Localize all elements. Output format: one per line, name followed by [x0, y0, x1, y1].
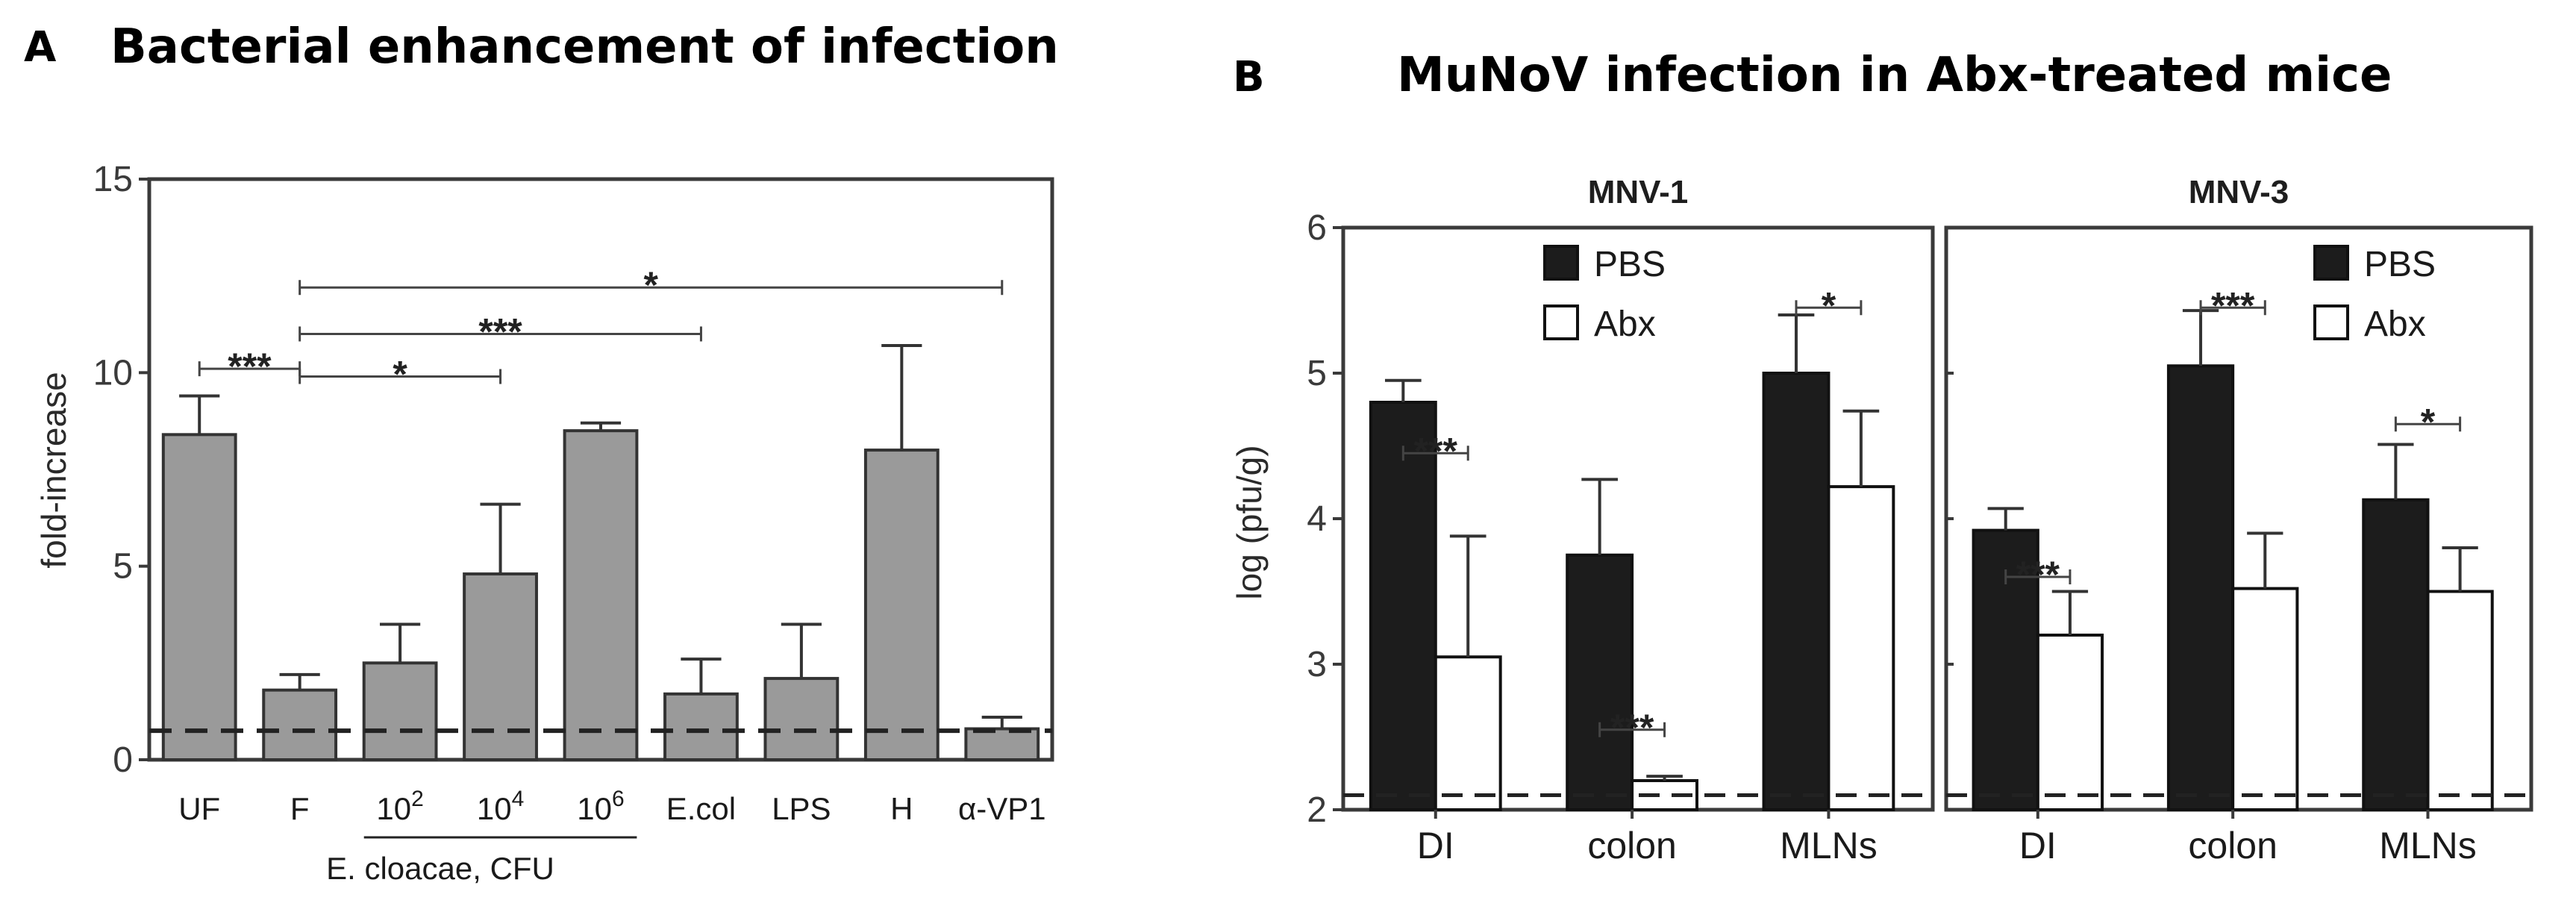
panel-b-sub-1-title: MNV-1 — [1588, 174, 1688, 210]
panel-b-sub-2-x-tick-label: colon — [2188, 825, 2278, 866]
panel-b-letter: B — [1233, 53, 1265, 101]
panel-a-title: Bacterial enhancement of infection — [110, 19, 1059, 75]
panel-a-y-axis-label: fold-increase — [34, 372, 73, 568]
panel-b-sub-2-significance-label: *** — [2211, 284, 2255, 326]
panel-a-x-tick-label: 106 — [577, 787, 624, 826]
panel-a-significance-label: * — [643, 264, 658, 306]
panel-b-sub-2-significance-label: *** — [2016, 554, 2060, 596]
panel-a-y-tick-label: 15 — [93, 160, 133, 199]
panel-a-y-tick-label: 5 — [113, 547, 133, 587]
panel-a-significance-label: *** — [478, 310, 522, 352]
panel-b-sub-2-legend-swatch-pbs — [2313, 245, 2349, 281]
panel-a-bar — [763, 677, 840, 762]
panel-a-bar — [161, 433, 237, 761]
panel-b-sub-1-bar-abx — [1434, 655, 1502, 811]
panel-b-sub-2-x-tick-label: DI — [2019, 825, 2057, 866]
panel-b-sub-2-legend-label-abx: Abx — [2364, 304, 2426, 344]
panel-a-x-tick-label: 102 — [376, 787, 423, 826]
panel-a-significance-label: * — [393, 354, 407, 396]
panel-b-title: MuNoV infection in Abx-treated mice — [1397, 48, 2392, 103]
panel-b-y-tick-label: 5 — [1307, 354, 1327, 393]
panel-b-sub-1-x-tick-label: DI — [1417, 825, 1454, 866]
panel-b-sub-1-legend-label-abx: Abx — [1594, 304, 1656, 344]
panel-a-x-tick-label: E.col — [666, 791, 736, 826]
panel-b-sub-2-bar-pbs — [2362, 498, 2430, 812]
panel-b-sub-1-bar-abx — [1827, 485, 1895, 811]
panel-b-sub-1-significance-label: *** — [1610, 707, 1654, 749]
panel-a-significance-label: *** — [228, 346, 272, 387]
panel-b-sub-1-significance-label: * — [1822, 284, 1836, 326]
panel-a: A Bacterial enhancement of infection fol… — [24, 19, 1059, 886]
panel-b-sub-2-title: MNV-3 — [2189, 174, 2289, 210]
panel-b-sub-1-bar-pbs — [1762, 372, 1831, 811]
panel-a-x-tick-label: LPS — [772, 791, 831, 826]
panel-b-sub-2-significance-label: * — [2421, 401, 2436, 443]
panel-b-sub-1-x-tick-label: colon — [1587, 825, 1677, 866]
panel-b-sub-2-bar-abx — [2426, 590, 2494, 811]
panel-b-sub-2-x-tick-label: MLNs — [2379, 825, 2477, 866]
panel-a-x-tick-label: H — [890, 791, 913, 826]
panel-a-x-tick-label: UF — [178, 791, 220, 826]
panel-a-letter: A — [24, 23, 57, 72]
panel-b-sub-2-bar-abx — [2231, 587, 2299, 811]
panel-b-sub-1-bar-pbs — [1369, 401, 1437, 811]
panel-a-x-tick-label: α-VP1 — [958, 791, 1046, 826]
panel-a-bar — [863, 449, 940, 761]
panel-a-bar — [563, 429, 639, 762]
panel-b-sub-1-x-tick-label: MLNs — [1780, 825, 1878, 866]
panel-b-sub-2-bar-abx — [2036, 634, 2104, 811]
panel-a-bar — [362, 661, 438, 761]
panel-b-sub-1-legend-swatch-abx — [1543, 304, 1579, 340]
panel-b-sub-1-legend-swatch-pbs — [1543, 245, 1579, 281]
panel-a-y-tick-label: 10 — [93, 353, 133, 393]
panel-b-y-tick-label: 2 — [1307, 790, 1327, 830]
panel-b-sub-1-significance-label: *** — [1414, 430, 1458, 472]
panel-b-y-tick-label: 3 — [1307, 645, 1327, 684]
panel-b-sub-2-bar-pbs — [2166, 364, 2235, 811]
panel-b-sub-1-legend-label-pbs: PBS — [1594, 245, 1666, 284]
panel-b-y-axis-label: log (pfu/g) — [1230, 445, 1269, 599]
panel-b-sub-2-legend-swatch-abx — [2313, 304, 2349, 340]
panel-a-group-label: E. cloacae, CFU — [326, 851, 554, 886]
panel-a-y-tick-label: 0 — [113, 740, 133, 780]
panel-b-y-tick-label: 4 — [1307, 499, 1327, 539]
panel-a-bar — [262, 688, 338, 762]
panel-a-bar — [964, 727, 1040, 761]
panel-a-bar — [663, 692, 739, 761]
panel-b-sub-1-bar-pbs — [1566, 553, 1634, 811]
panel-b: B MuNoV infection in Abx-treated mice lo… — [1230, 48, 2533, 866]
panel-b-y-tick-label: 6 — [1307, 208, 1327, 248]
panel-a-x-tick-label: 104 — [477, 787, 524, 826]
panel-b-sub-2-legend-label-pbs: PBS — [2364, 245, 2436, 284]
panel-a-x-tick-label: F — [290, 791, 310, 826]
